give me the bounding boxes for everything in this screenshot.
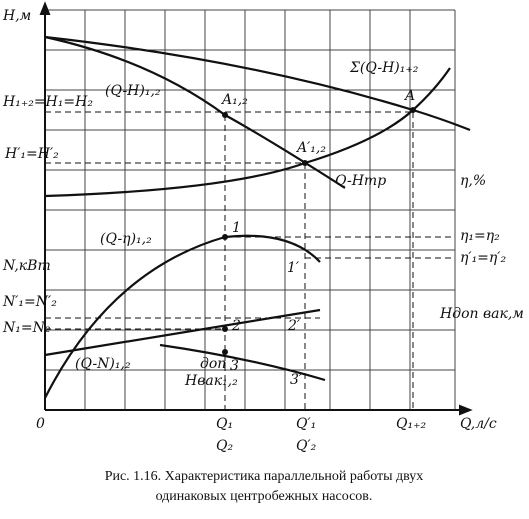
axes — [39, 1, 473, 416]
label: (Q-H)₁,₂ — [105, 83, 161, 99]
labels: H,м Σ(Q-H)₁₊₂ (Q-H)₁,₂ H₁₊₂=H₁=H₂ A₁,₂ A… — [2, 8, 524, 454]
label: A₁,₂ — [220, 92, 248, 108]
label: Σ(Q-H)₁₊₂ — [349, 60, 419, 76]
label: Q₂ — [216, 438, 233, 454]
label: η′₁=η′₂ — [460, 250, 506, 266]
label: N,кВт — [2, 258, 51, 274]
label: Q,л/с — [460, 416, 497, 432]
label: Q′₁ — [296, 416, 316, 432]
label: 1′ — [287, 260, 300, 276]
label: H,м — [2, 8, 31, 24]
label: H′₁=H′₂ — [4, 146, 59, 162]
label: 1 — [232, 220, 241, 236]
label: Q-Hтр — [335, 173, 386, 189]
label: 0 — [36, 416, 45, 432]
label: 3 — [230, 358, 239, 374]
label: Q₁ — [216, 416, 233, 432]
label: η₁=η₂ — [460, 228, 500, 244]
label: N₁=N₂ — [2, 320, 51, 336]
label: 3′ — [290, 372, 303, 388]
caption: Рис. 1.16. Характеристика параллельной р… — [105, 469, 424, 484]
label: Hвак₁,₂ — [184, 373, 238, 389]
label: Hдоп вак,м — [439, 306, 524, 322]
label: 2 — [231, 318, 241, 334]
guide-lines — [45, 111, 455, 410]
label: A — [403, 88, 415, 104]
caption: одинаковых центробежных насосов. — [156, 489, 373, 504]
curves — [44, 35, 471, 399]
label: N′₁=N′₂ — [2, 294, 57, 310]
label: доп — [200, 356, 226, 372]
label: H₁₊₂=H₁=H₂ — [2, 94, 93, 110]
label: Q′₂ — [296, 438, 317, 454]
label: (Q-η)₁,₂ — [100, 231, 152, 247]
label: η,% — [460, 173, 486, 189]
label: Q₁₊₂ — [396, 416, 426, 432]
label: 2′ — [287, 318, 301, 334]
label: A′₁,₂ — [295, 140, 326, 156]
label: (Q-N)₁,₂ — [75, 356, 131, 372]
